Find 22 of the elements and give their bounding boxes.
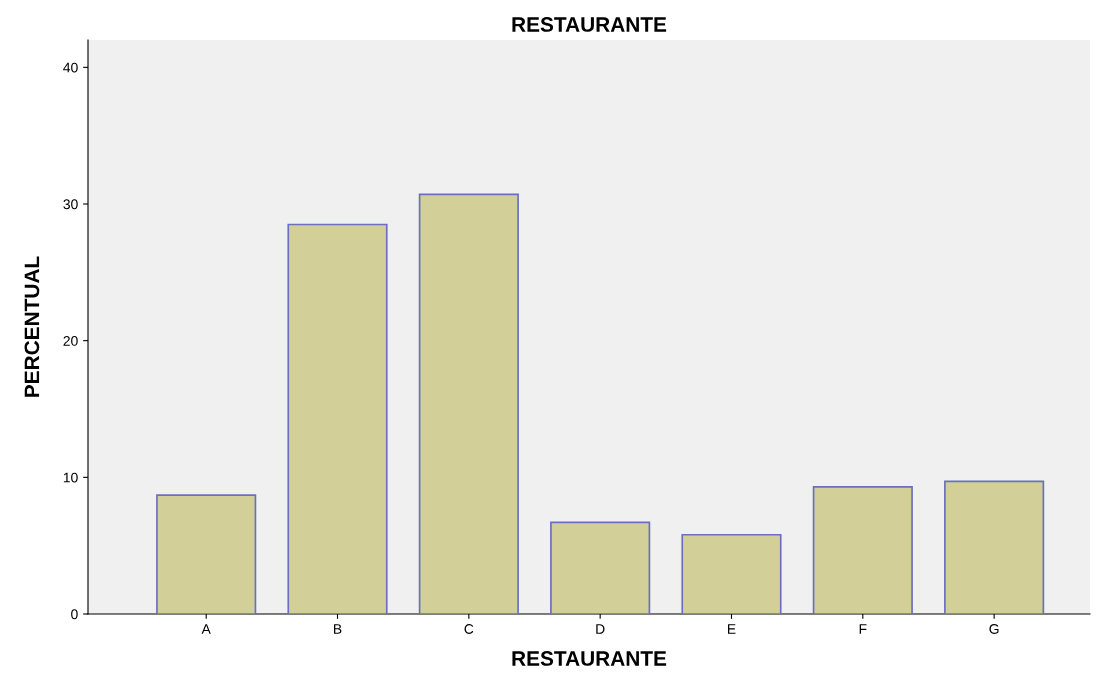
bar — [944, 480, 1045, 614]
x-tick-label: D — [596, 624, 605, 634]
bar — [550, 521, 651, 614]
y-tick-label: 40 — [63, 62, 78, 73]
x-tick-label: F — [859, 624, 867, 634]
y-axis-title: PERCENTUAL — [24, 256, 40, 397]
x-tick-label: B — [334, 624, 342, 634]
bar — [156, 494, 257, 614]
x-tick-label: G — [989, 624, 999, 634]
bar — [418, 193, 519, 614]
x-tick-label: E — [727, 624, 736, 634]
y-tick-label: 10 — [63, 472, 78, 483]
bar — [681, 533, 782, 614]
x-tick-label: A — [201, 624, 211, 634]
y-tick-label: 0 — [71, 609, 78, 620]
chart-title: RESTAURANTE — [512, 17, 667, 32]
y-tick-label: 30 — [63, 199, 78, 210]
bar — [812, 486, 913, 614]
x-tick-label: C — [464, 624, 474, 634]
y-tick-label: 20 — [63, 336, 78, 346]
bar — [287, 223, 388, 614]
x-axis-title: RESTAURANTE — [512, 651, 667, 666]
